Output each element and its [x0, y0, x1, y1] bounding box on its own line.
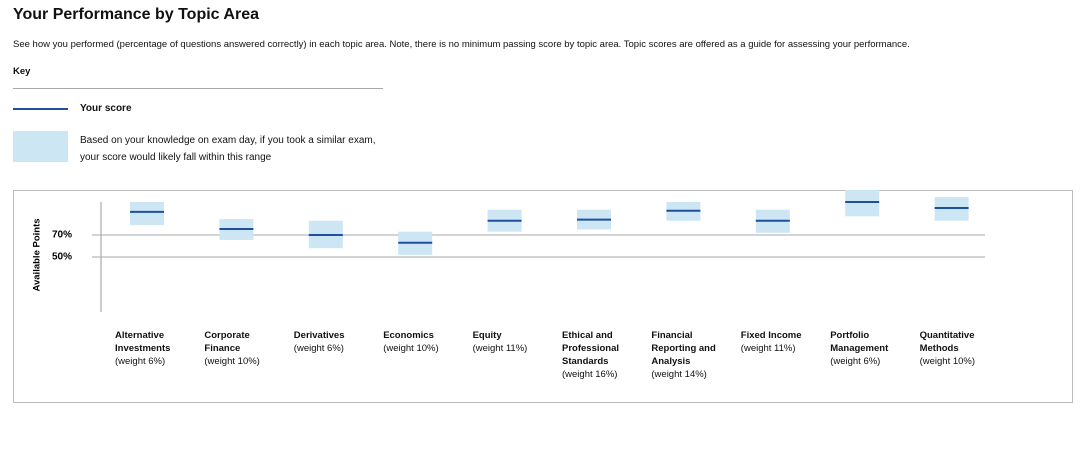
category-name: Ethical and Professional Standards — [562, 330, 620, 367]
category-weight: (weight 10%) — [383, 343, 439, 354]
category-weight: (weight 16%) — [562, 369, 618, 380]
category-weight: (weight 14%) — [651, 369, 707, 380]
category-name: Fixed Income — [740, 330, 802, 341]
category-label: Corporate Finance (weight 10%) — [204, 329, 284, 368]
category-label: Fixed Income (weight 11%) — [741, 329, 821, 355]
category-weight: (weight 11%) — [740, 343, 796, 354]
category-weight: (weight 6%) — [293, 343, 344, 354]
legend-swatch — [13, 131, 68, 162]
category-label: Financial Reporting and Analysis (weight … — [651, 329, 731, 381]
category-weight: (weight 6%) — [830, 356, 881, 367]
category-label: Derivatives (weight 6%) — [294, 329, 374, 355]
category-label: Portfolio Management (weight 6%) — [830, 329, 910, 368]
category-label: Quantitative Methods (weight 10%) — [920, 329, 1000, 368]
category-weight: (weight 10%) — [204, 356, 260, 367]
category-name: Corporate Finance — [204, 330, 250, 354]
category-name: Alternative Investments — [115, 330, 171, 354]
category-name: Derivatives — [293, 330, 345, 341]
page-title: Your Performance by Topic Area — [13, 6, 259, 23]
score-range — [130, 202, 164, 226]
y-axis-label: Available Points — [32, 218, 43, 291]
chart-frame — [13, 190, 1073, 403]
legend-line — [13, 108, 68, 110]
legend-label: Based on your knowledge on exam day, if … — [80, 135, 376, 163]
category-weight: (weight 11%) — [472, 343, 528, 354]
category-weight: (weight 6%) — [115, 356, 166, 367]
category-label: Ethical and Professional Standards (weigh… — [562, 329, 642, 381]
category-name: Portfolio Management — [830, 330, 889, 354]
legend-label: Your score — [80, 103, 132, 114]
y-tick-label: 50% — [52, 252, 72, 263]
category-name: Equity — [472, 330, 502, 341]
score-range — [845, 190, 880, 217]
y-tick-label: 70% — [52, 230, 72, 241]
key-title: Key — [13, 66, 31, 77]
category-name: Quantitative Methods — [919, 330, 975, 354]
category-weight: (weight 10%) — [919, 356, 976, 367]
category-name: Financial Reporting and Analysis — [651, 330, 716, 367]
category-name: Economics — [383, 330, 434, 341]
category-label: Alternative Investments (weight 6%) — [115, 329, 195, 368]
category-label: Equity (weight 11%) — [473, 329, 553, 355]
category-label: Economics (weight 10%) — [383, 329, 463, 355]
description: See how you performed (percentage of que… — [13, 39, 910, 50]
key-divider — [13, 88, 383, 89]
